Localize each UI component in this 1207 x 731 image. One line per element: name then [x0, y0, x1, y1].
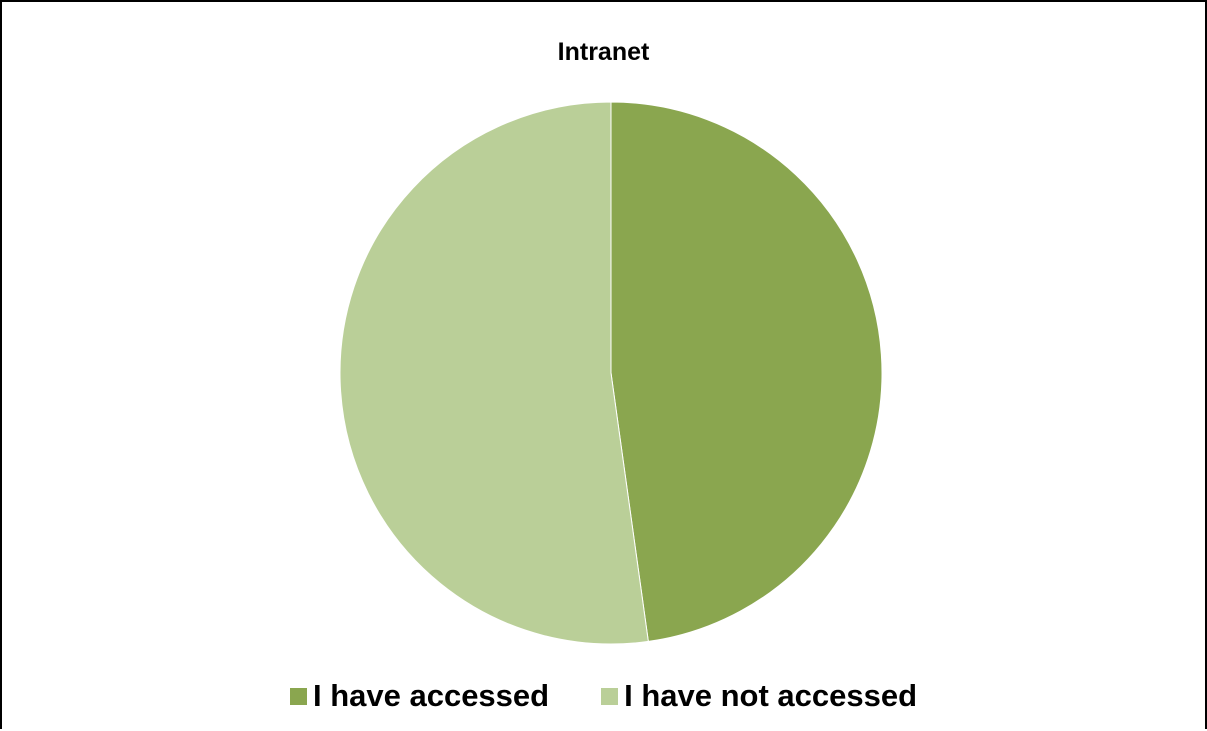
legend-label-not-accessed: I have not accessed — [624, 678, 918, 713]
legend-swatch-not-accessed — [601, 687, 619, 705]
chart-title: Intranet — [557, 38, 650, 66]
legend-item-not-accessed: I have not accessed — [601, 678, 917, 714]
legend-item-accessed: I have accessed — [289, 678, 550, 714]
pie-slice-not-accessed — [339, 101, 649, 645]
pie-slice-accessed — [610, 101, 883, 642]
legend-swatch-accessed — [289, 687, 307, 705]
legend-label-accessed: I have accessed — [312, 678, 550, 713]
legend: I have accessed I have not accessed — [2, 678, 1205, 714]
